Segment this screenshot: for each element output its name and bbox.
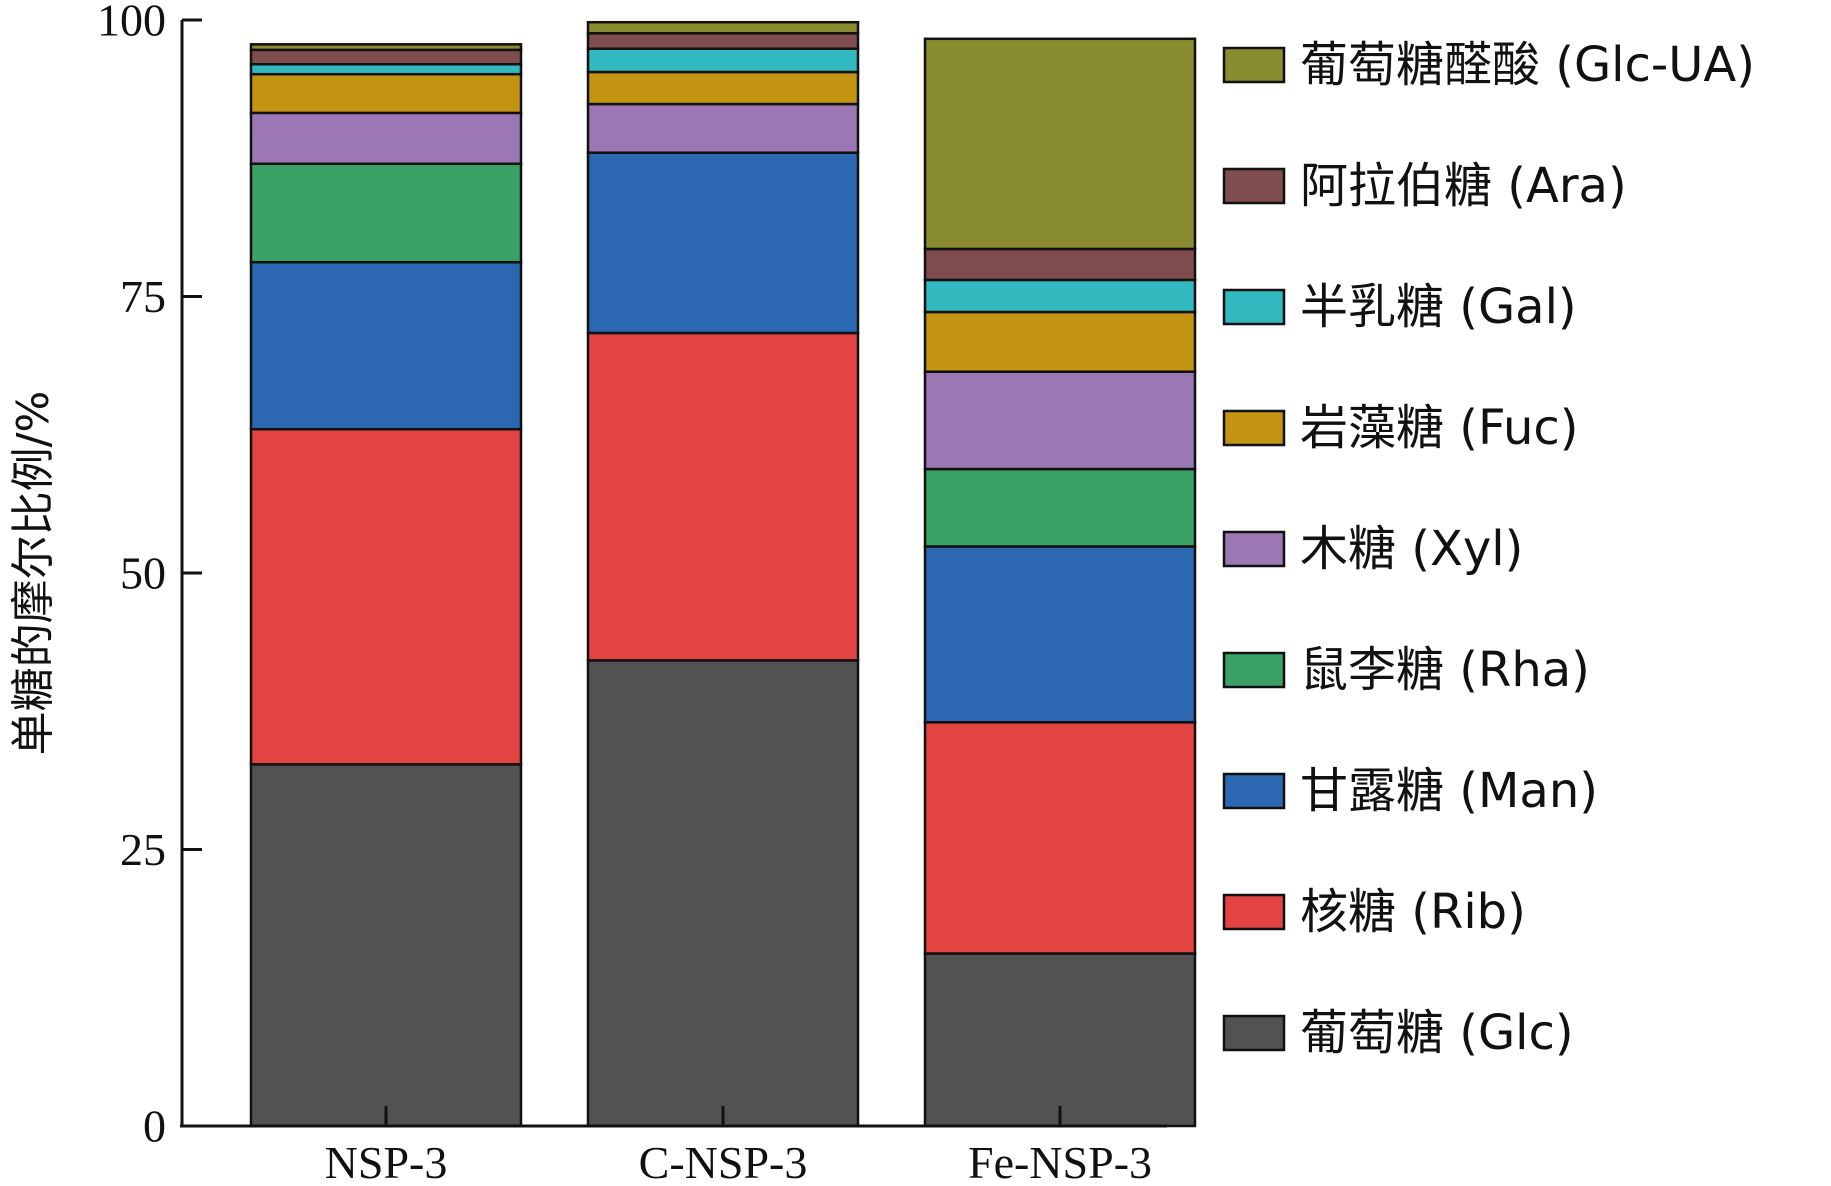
bar-segment-2-1 (923, 721, 1197, 955)
legend-label-7: 核糖 (Rib) (1300, 884, 1526, 940)
bar-segment-0-3 (249, 162, 523, 264)
bar-segment-2-2 (923, 545, 1197, 724)
legend-label-2: 半乳糖 (Gal) (1300, 279, 1577, 335)
y-ticks-layer: 0 25 50 75 100 (97, 0, 202, 1152)
y-tick-label-3: 75 (120, 271, 166, 322)
legend-swatch-2 (1222, 288, 1286, 326)
y-axis-label: 单糖的摩尔比例/% (8, 391, 59, 756)
bar-segment-0-4 (249, 111, 523, 166)
bar-segment-0-2 (249, 260, 523, 431)
bars-layer (249, 20, 1197, 1128)
bar-segment-2-5 (923, 310, 1197, 373)
y-tick-label-1: 25 (120, 824, 166, 875)
legend-swatch-1 (1222, 167, 1286, 205)
legend-label-0: 葡萄糖醛酸 (Glc-UA) (1300, 37, 1755, 93)
bar-segment-1-8 (586, 20, 860, 35)
x-tick-label-2: Fe-NSP-3 (968, 1137, 1152, 1186)
bar-segment-1-6 (586, 47, 860, 74)
legend-swatch-4 (1222, 530, 1286, 568)
x-ticks-layer: NSP-3 C-NSP-3 Fe-NSP-3 (325, 1106, 1152, 1186)
legend-label-8: 葡萄糖 (Glc) (1300, 1005, 1574, 1061)
bar-segment-2-3 (923, 467, 1197, 548)
bar-segment-1-2 (586, 151, 860, 335)
legend-label-1: 阿拉伯糖 (Ara) (1300, 158, 1627, 214)
bar-segment-0-1 (249, 427, 523, 766)
legend-swatch-6 (1222, 772, 1286, 810)
bar-segment-0-8 (249, 43, 523, 52)
bar-segment-1-0 (586, 659, 860, 1128)
bar-segment-2-4 (923, 370, 1197, 471)
legend-swatch-8 (1222, 1014, 1286, 1052)
bar-segment-1-1 (586, 331, 860, 662)
legend: 葡萄糖醛酸 (Glc-UA) 阿拉伯糖 (Ara) 半乳糖 (Gal) 岩藻糖 (Fu… (1222, 37, 1755, 1061)
legend-swatch-7 (1222, 893, 1286, 931)
legend-label-5: 鼠李糖 (Rha) (1300, 642, 1590, 698)
bar-segment-1-4 (586, 102, 860, 154)
bar-segment-0-5 (249, 72, 523, 115)
legend-label-3: 岩藻糖 (Fuc) (1300, 400, 1579, 456)
bar-segment-0-0 (249, 763, 523, 1128)
legend-label-6: 甘露糖 (Man) (1300, 763, 1598, 819)
bar-segment-0-6 (249, 62, 523, 76)
bar-segment-1-5 (586, 70, 860, 106)
bar-segment-2-0 (923, 952, 1197, 1128)
bar-segment-0-7 (249, 48, 523, 66)
legend-swatch-5 (1222, 651, 1286, 689)
bar-segment-2-6 (923, 278, 1197, 314)
x-tick-label-1: C-NSP-3 (639, 1137, 808, 1186)
bar-segment-2-7 (923, 247, 1197, 282)
bar-segment-2-8 (923, 37, 1197, 251)
legend-label-4: 木糖 (Xyl) (1300, 521, 1523, 577)
y-tick-label-4: 100 (97, 0, 166, 46)
legend-swatch-3 (1222, 409, 1286, 447)
legend-swatch-0 (1222, 46, 1286, 84)
y-tick-label-0: 0 (143, 1101, 166, 1152)
x-tick-label-0: NSP-3 (325, 1137, 448, 1186)
y-tick-label-2: 50 (120, 548, 166, 599)
bar-segment-1-7 (586, 32, 860, 51)
